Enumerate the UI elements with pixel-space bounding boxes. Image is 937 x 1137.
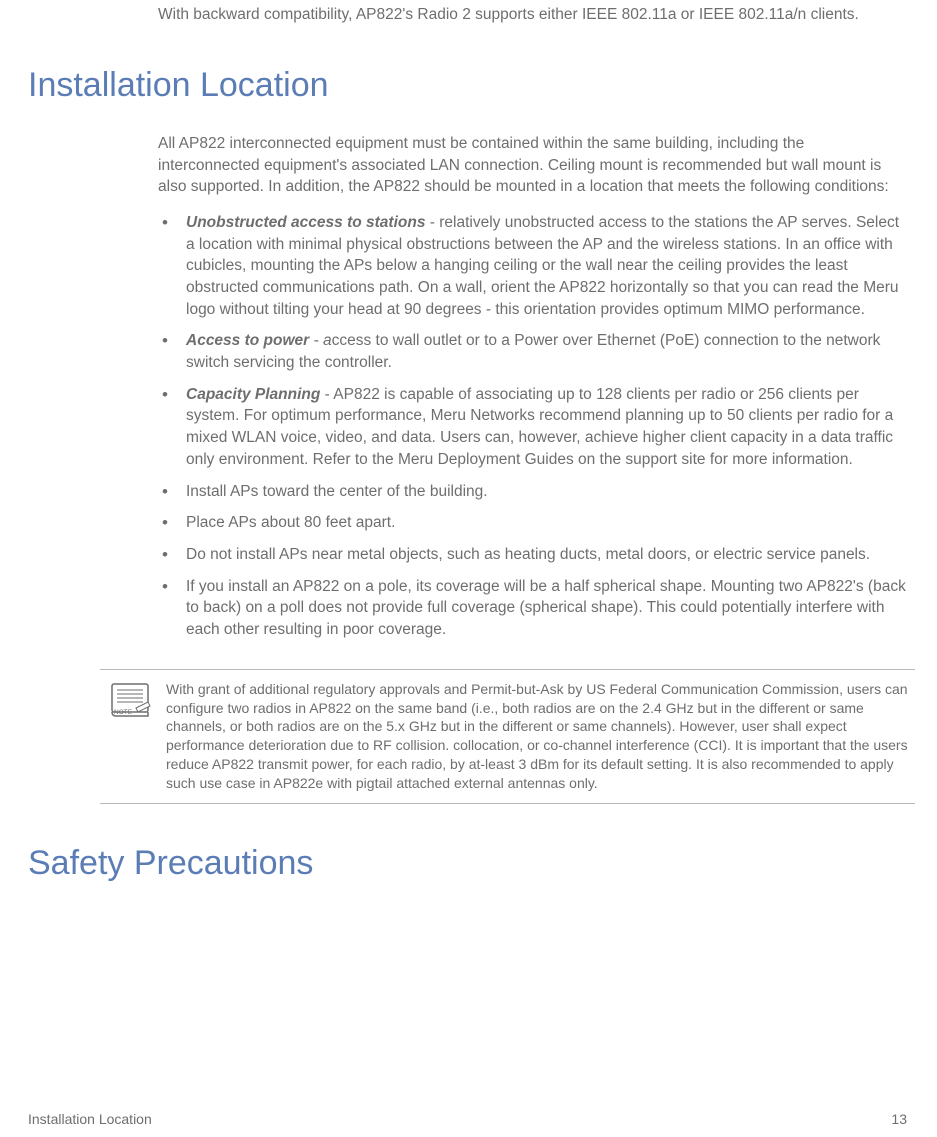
list-item: Capacity Planning - AP822 is capable of … bbox=[158, 384, 907, 471]
list-item: If you install an AP822 on a pole, its c… bbox=[158, 576, 907, 641]
list-item: Install APs toward the center of the bui… bbox=[158, 481, 907, 503]
list-item: Unobstructed access to stations - relati… bbox=[158, 212, 907, 320]
heading-installation-location: Installation Location bbox=[28, 66, 907, 105]
note-text: With grant of additional regulatory appr… bbox=[166, 680, 915, 793]
intro-paragraph: With backward compatibility, AP822's Rad… bbox=[158, 0, 907, 26]
note-icon: NOTE bbox=[108, 682, 152, 720]
note-icon-label: NOTE bbox=[114, 709, 133, 716]
list-item: Place APs about 80 feet apart. bbox=[158, 512, 907, 534]
footer-section-name: Installation Location bbox=[28, 1111, 152, 1127]
heading-safety-precautions: Safety Precautions bbox=[28, 844, 907, 883]
bullet-label: Unobstructed access to stations bbox=[186, 214, 425, 231]
section1-intro-paragraph: All AP822 interconnected equipment must … bbox=[158, 133, 907, 198]
bullet-dash: - a bbox=[309, 332, 331, 349]
bullet-list: Unobstructed access to stations - relati… bbox=[158, 212, 907, 641]
page-footer: Installation Location 13 bbox=[28, 1111, 907, 1127]
bullet-label: Capacity Planning bbox=[186, 386, 320, 403]
list-item: Access to power - access to wall outlet … bbox=[158, 330, 907, 373]
bullet-label: Access to power bbox=[186, 332, 309, 349]
list-item: Do not install APs near metal objects, s… bbox=[158, 544, 907, 566]
note-callout: NOTE With grant of additional regulatory… bbox=[100, 669, 915, 804]
footer-page-number: 13 bbox=[891, 1111, 907, 1127]
